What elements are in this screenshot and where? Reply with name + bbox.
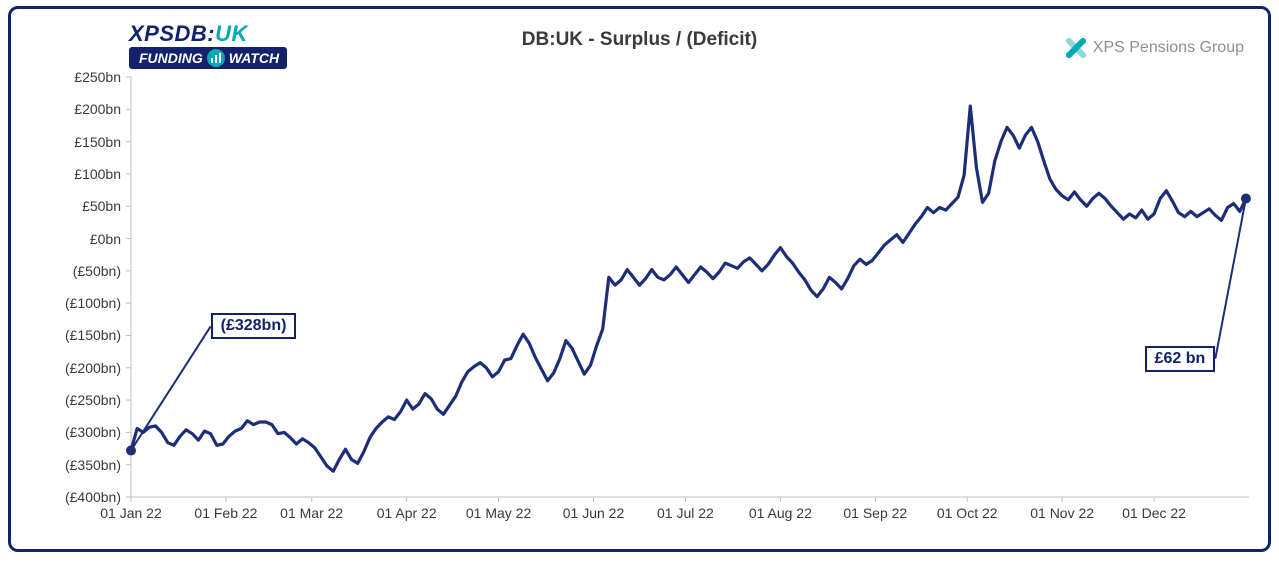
y-tick-label: £0bn <box>11 231 121 247</box>
y-tick-label: £250bn <box>11 69 121 85</box>
x-tick-label: 01 Aug 22 <box>749 505 812 521</box>
series-line <box>131 106 1246 471</box>
y-tick-label: (£300bn) <box>11 424 121 440</box>
callout-label: (£328bn) <box>211 313 297 339</box>
y-tick-label: (£50bn) <box>11 263 121 279</box>
y-tick-label: £50bn <box>11 198 121 214</box>
x-tick-label: 01 May 22 <box>466 505 531 521</box>
y-tick-label: £100bn <box>11 166 121 182</box>
chart-area: £250bn £200bn £150bn £100bn £50bn £0bn (£50bn)… <box>11 9 1268 549</box>
callout-label: £62 bn <box>1145 346 1216 372</box>
x-tick-label: 01 Dec 22 <box>1122 505 1186 521</box>
series-end-marker <box>1241 193 1251 203</box>
y-tick-label: £150bn <box>11 134 121 150</box>
series-end-marker <box>126 445 136 455</box>
x-tick-label: 01 Jun 22 <box>563 505 625 521</box>
y-tick-label: £200bn <box>11 101 121 117</box>
y-tick-label: (£200bn) <box>11 360 121 376</box>
x-tick-label: 01 Apr 22 <box>377 505 437 521</box>
y-tick-label: (£150bn) <box>11 327 121 343</box>
x-tick-label: 01 Jan 22 <box>100 505 162 521</box>
y-tick-label: (£100bn) <box>11 295 121 311</box>
y-tick-label: (£400bn) <box>11 489 121 505</box>
x-tick-label: 01 Oct 22 <box>937 505 998 521</box>
chart-frame: DB:UK - Surplus / (Deficit) XPSDB:UK FUN… <box>8 6 1271 552</box>
x-tick-label: 01 Feb 22 <box>194 505 257 521</box>
y-tick-label: (£350bn) <box>11 457 121 473</box>
x-tick-label: 01 Mar 22 <box>280 505 343 521</box>
x-tick-label: 01 Nov 22 <box>1030 505 1094 521</box>
y-tick-label: (£250bn) <box>11 392 121 408</box>
x-tick-label: 01 Jul 22 <box>657 505 714 521</box>
x-tick-label: 01 Sep 22 <box>843 505 907 521</box>
